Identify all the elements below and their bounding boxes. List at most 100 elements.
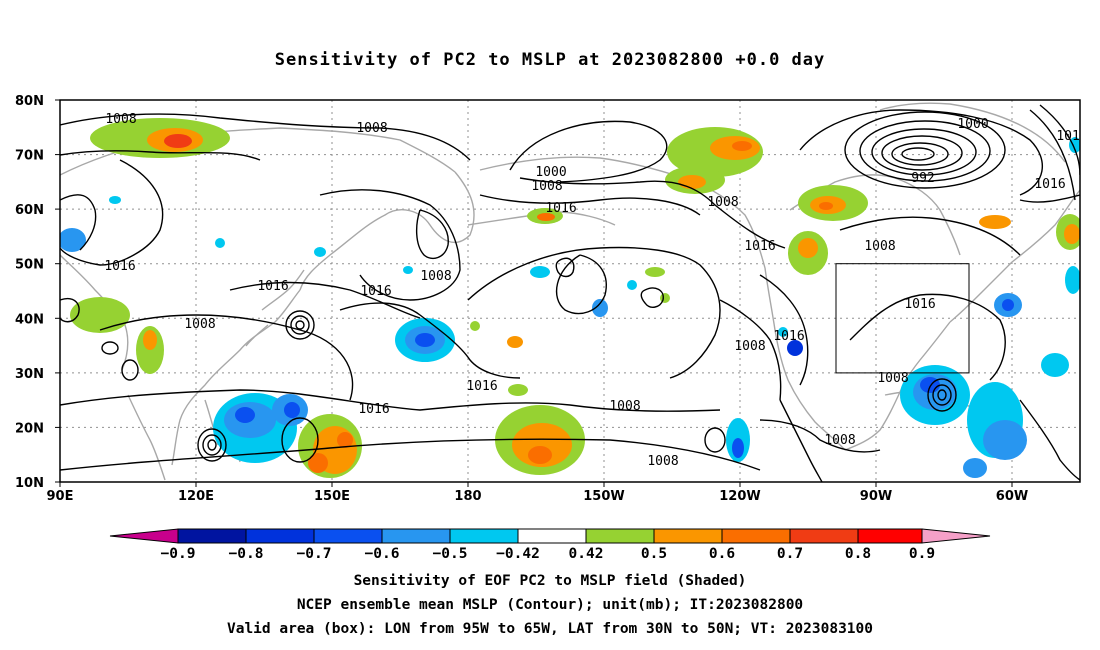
contour-line	[719, 299, 782, 401]
colorbar-label: 0.5	[641, 546, 667, 562]
neg-shade	[787, 340, 803, 356]
pos-shade	[143, 330, 157, 350]
coastline-east-na	[949, 189, 1080, 323]
colorbar-label: −0.42	[496, 546, 540, 562]
valid-area-box	[835, 263, 970, 374]
contour-line	[799, 109, 1043, 196]
lat-tick-label: 70N	[15, 149, 44, 164]
colorbar-label: −0.7	[297, 546, 332, 562]
pos-shade	[70, 297, 130, 333]
shading-layer	[60, 118, 1080, 478]
lat-tick-label: 30N	[15, 367, 44, 382]
contour-line	[640, 287, 664, 308]
coastline-arctic-islands	[879, 102, 1066, 163]
colorbar	[109, 528, 991, 544]
colorbar-label: −0.9	[161, 546, 196, 562]
colorbar-label: 0.6	[709, 546, 735, 562]
contour-label: 1008	[609, 399, 640, 414]
contour-label: 1008	[647, 454, 678, 469]
neg-shade	[963, 458, 987, 478]
caption-contour: NCEP ensemble mean MSLP (Contour); unit(…	[296, 597, 804, 613]
contour-line	[704, 427, 726, 453]
contour-line	[509, 120, 668, 183]
contour-line	[60, 159, 164, 266]
lat-tick-label: 10N	[15, 476, 44, 491]
lat-tick-label: 40N	[15, 312, 44, 327]
colorbar-swatch	[517, 528, 587, 544]
pos-shade	[508, 384, 528, 396]
caption-shading: Sensitivity of EOF PC2 to MSLP field (Sh…	[353, 573, 747, 589]
contour-line	[479, 194, 701, 216]
colorbar-label: −0.5	[433, 546, 468, 562]
map-border	[59, 99, 1081, 483]
contour-label: 1016	[773, 329, 804, 344]
colorbar-swatch	[313, 528, 383, 544]
contour-line	[290, 315, 310, 335]
contour-label: 1008	[734, 339, 765, 354]
neg-shade	[235, 407, 255, 423]
contour-label: 1016	[358, 402, 389, 417]
contour-line	[467, 246, 721, 379]
contour-line	[197, 428, 227, 462]
colorbar-swatch	[721, 528, 791, 544]
pos-shade	[512, 423, 572, 467]
colorbar-swatch	[789, 528, 859, 544]
contour-line	[1029, 109, 1076, 201]
neg-shade	[530, 266, 550, 278]
pos-shade	[645, 267, 665, 277]
contour-line	[839, 216, 1021, 256]
contour-label: 1016	[466, 379, 497, 394]
pos-shade	[308, 453, 328, 473]
contour-label: 1008	[420, 269, 451, 284]
contour-label: 1016	[904, 297, 935, 312]
pos-shade	[507, 336, 523, 348]
colorbar-swatch	[585, 528, 655, 544]
neg-shade	[1002, 299, 1014, 311]
contour-label: 1008	[531, 179, 562, 194]
contour-line	[1019, 194, 1080, 203]
contour-line	[555, 254, 607, 315]
colorbar-swatch	[653, 528, 723, 544]
positive-region	[495, 384, 585, 475]
lon-tick-label: 150E	[314, 489, 350, 504]
contour-line	[319, 189, 461, 301]
negative-region	[60, 196, 788, 337]
positive-region	[527, 208, 563, 224]
contour-label: 1008	[824, 433, 855, 448]
contour-line	[60, 194, 97, 251]
neg-shade	[732, 438, 744, 458]
contour-line	[932, 384, 952, 406]
neg-shade	[592, 299, 608, 317]
contour-line	[1019, 399, 1080, 481]
contour-label: 1008	[707, 195, 738, 210]
colorbar-label: 0.42	[569, 546, 604, 562]
positive-region	[298, 414, 362, 478]
contour-label: 1016	[104, 259, 135, 274]
contour-line	[759, 274, 809, 386]
colorbar-label: −0.6	[365, 546, 400, 562]
contour-line	[202, 434, 222, 456]
contour-label: 1000	[957, 117, 988, 132]
colorbar-swatch	[449, 528, 519, 544]
caption-valid-area: Valid area (box): LON from 95W to 65W, L…	[226, 621, 873, 637]
neg-shade	[778, 327, 788, 337]
contour-line	[859, 120, 991, 182]
contour-line	[60, 113, 471, 161]
lon-tick-label: 90W	[860, 489, 892, 504]
negative-region	[994, 137, 1080, 377]
colorbar-labels: −0.9 −0.8 −0.7 −0.6 −0.5 −0.42 0.42 0.5 …	[161, 546, 936, 562]
contour-label: 1016	[744, 239, 775, 254]
neg-shade	[314, 247, 326, 257]
pos-shade	[470, 321, 480, 331]
contour-label: 1016	[545, 201, 576, 216]
contour-label: 1016	[360, 284, 391, 299]
lon-tick-label: 180	[454, 489, 481, 504]
contour-line	[207, 439, 217, 451]
contour-line	[101, 341, 119, 355]
contour-line	[60, 438, 761, 471]
neg-shade	[215, 238, 225, 248]
colorbar-swatch	[857, 528, 923, 544]
neg-shade	[284, 402, 300, 418]
contour-line	[285, 310, 315, 340]
contour-line	[779, 399, 823, 482]
